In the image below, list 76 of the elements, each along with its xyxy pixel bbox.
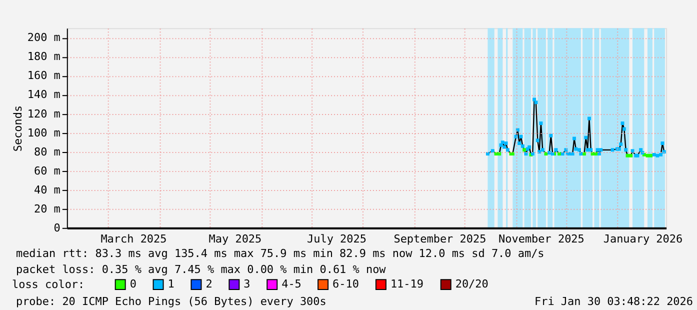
text: packet loss: 0.35 % avg 7.45 % max 0.00 % min 0.61 % now	[16, 262, 386, 276]
y-tick-label: 80 m	[34, 145, 61, 158]
point	[662, 150, 666, 154]
point	[554, 148, 558, 152]
point	[486, 152, 490, 156]
point	[639, 148, 643, 152]
point	[544, 152, 548, 156]
point	[490, 149, 494, 153]
legend-label: 11-19	[390, 278, 424, 291]
point	[629, 154, 633, 158]
point	[506, 148, 510, 152]
point	[584, 136, 588, 140]
point	[582, 152, 586, 156]
point	[659, 152, 663, 156]
x-tick-label: March 2025	[100, 232, 167, 246]
legend-label: 1	[168, 278, 174, 291]
y-tick-label: 200 m	[27, 31, 61, 44]
text: median rtt: 83.3 ms avg 135.4 ms max 75.9 ms min 82.9 ms now 12.0 ms sd 7.0 am/s	[16, 246, 544, 260]
legend-label: 6-10	[332, 278, 359, 291]
point	[560, 152, 564, 156]
point	[522, 148, 526, 152]
legend-label: 4-5	[282, 278, 302, 291]
point	[624, 148, 628, 152]
point	[549, 134, 553, 138]
y-tick-label: 100 m	[27, 126, 61, 140]
point	[539, 122, 543, 126]
point	[498, 152, 502, 156]
legend-label: 3	[244, 278, 250, 291]
x-tick-label: January 2026	[603, 232, 683, 246]
point	[589, 148, 593, 152]
point	[619, 142, 623, 146]
legend-label: 0	[130, 278, 136, 291]
point	[574, 147, 578, 151]
y-tick-label: 20 m	[34, 202, 61, 216]
legend-label: 2	[206, 278, 212, 291]
point	[649, 154, 653, 158]
x-tick-label: September 2025	[394, 232, 486, 246]
x-tick-label: July 2025	[307, 232, 366, 246]
point	[518, 142, 522, 145]
point	[520, 144, 524, 148]
y-axis-title: Seconds	[11, 105, 24, 152]
point	[594, 152, 598, 156]
legend-title: loss color:	[12, 278, 85, 291]
point	[540, 148, 544, 152]
y-tick-label: 0	[54, 221, 60, 234]
point	[516, 128, 520, 132]
point	[610, 148, 614, 152]
point	[578, 148, 581, 152]
point	[579, 152, 583, 156]
y-tick-label: 140 m	[27, 88, 61, 102]
legend-label: 20/20	[455, 278, 488, 291]
line-series	[487, 98, 665, 156]
point	[597, 152, 601, 156]
x-tick-label: November 2025	[498, 232, 584, 246]
x-tick-label: May 2025	[208, 232, 262, 246]
y-tick-label: 40 m	[34, 183, 61, 196]
point	[538, 150, 542, 154]
point	[536, 138, 540, 142]
point	[534, 100, 538, 104]
point	[599, 148, 603, 152]
point	[500, 140, 504, 144]
point	[548, 151, 552, 154]
y-tick-label: 60 m	[34, 164, 61, 178]
point	[656, 154, 660, 158]
point	[558, 152, 561, 156]
y-tick-label: 120 m	[27, 107, 61, 120]
point	[587, 116, 591, 120]
text: probe: 20 ICMP Echo Pings (56 Bytes) every 300s	[16, 294, 326, 308]
y-tick-label: 180 m	[27, 50, 61, 64]
point	[652, 152, 656, 156]
point	[564, 148, 568, 152]
text: Fri Jan 30 03:48:22 2026	[534, 294, 694, 308]
point	[660, 142, 664, 145]
point	[502, 145, 506, 149]
point	[646, 154, 650, 158]
y-tick-label: 160 m	[27, 69, 61, 82]
